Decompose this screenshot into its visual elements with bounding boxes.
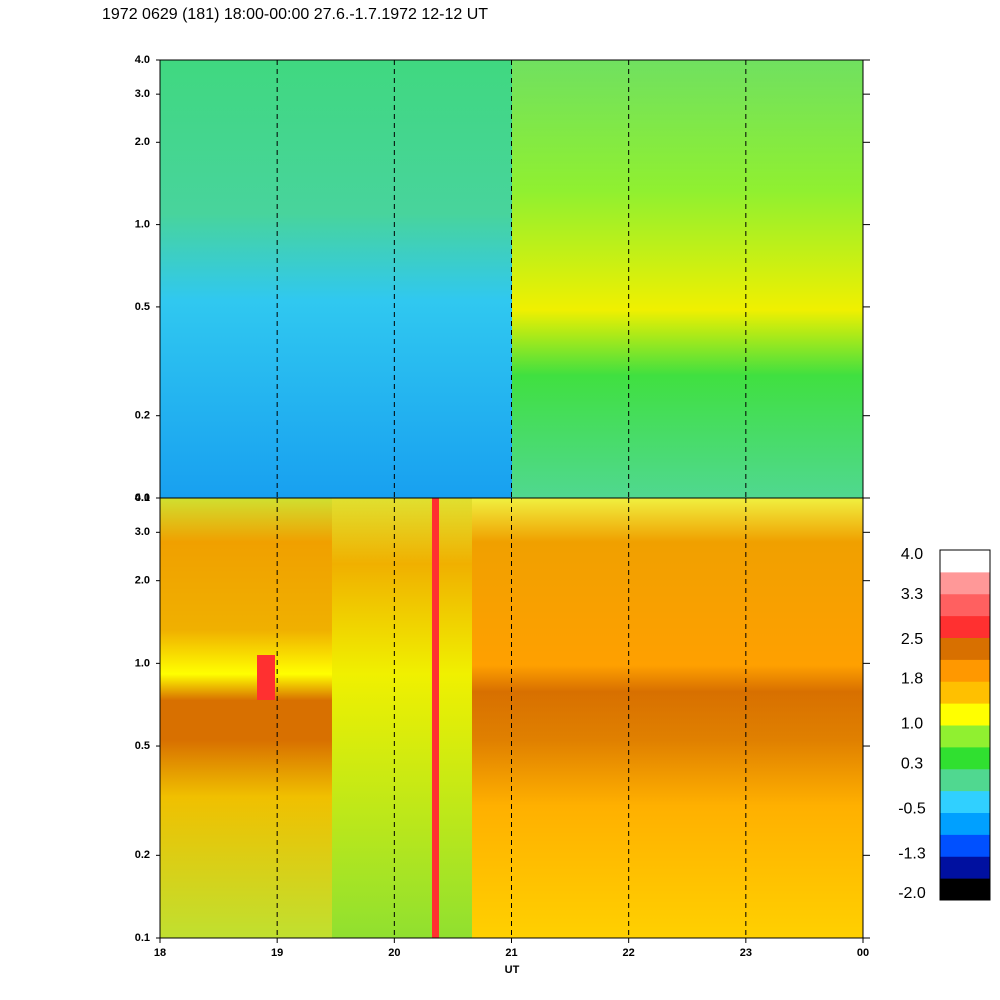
y-tick-label: 0.2 (135, 849, 150, 861)
y-tick-label: 0.5 (135, 301, 150, 313)
x-tick-label: 00 (857, 947, 869, 959)
colorbar-segment (940, 593, 990, 617)
colorbar-frame (939, 549, 991, 901)
x-tick-label: 18 (154, 947, 166, 959)
spectrogram-region (160, 60, 512, 498)
y-tick-label: 1.0 (135, 219, 150, 231)
colorbar-tick-label: -0.5 (898, 800, 926, 817)
spectrogram-region (332, 498, 472, 938)
x-tick-label: 20 (388, 947, 400, 959)
spectrogram-region (432, 498, 439, 938)
spectrogram-region (257, 655, 275, 700)
y-tick-label: 2.0 (135, 136, 150, 148)
colorbar-segment (940, 659, 990, 682)
colorbar-segment (940, 615, 990, 638)
y-tick-label: 0.2 (135, 410, 150, 422)
colorbar-segment (940, 834, 990, 857)
colorbar-segment (940, 812, 990, 835)
spectrogram-region (160, 498, 332, 938)
spectrogram-region (512, 60, 863, 498)
colorbar-tick-label: 3.3 (901, 586, 923, 603)
colorbar-segment (940, 571, 990, 595)
colorbar-segment (940, 681, 990, 704)
colorbar-tick-label: 2.5 (901, 631, 923, 648)
colorbar-segment (940, 790, 990, 813)
colorbar-segment (940, 703, 990, 726)
colorbar-segment (940, 746, 990, 770)
colorbar-segment (940, 550, 990, 573)
x-axis-label: UT (505, 964, 520, 976)
colorbar-tick-label: 4.0 (901, 546, 923, 563)
x-tick-label: 22 (623, 947, 635, 959)
y-tick-label: 0.1 (135, 492, 150, 504)
colorbar-tick-label: 0.3 (901, 755, 923, 772)
colorbar-segment (940, 856, 990, 879)
x-tick-label: 19 (271, 947, 283, 959)
y-tick-label: 3.0 (135, 526, 150, 538)
y-tick-label: 2.0 (135, 575, 150, 587)
x-tick-label: 21 (505, 947, 517, 959)
colorbar-tick-label: 1.8 (901, 671, 923, 688)
colorbar-segment (940, 637, 990, 660)
colorbar-segment (940, 878, 990, 901)
y-tick-label: 0.5 (135, 740, 150, 752)
colorbar-tick-label: -1.3 (898, 846, 926, 863)
x-tick-label: 23 (740, 947, 752, 959)
spectrogram-region (472, 498, 863, 938)
y-tick-label: 3.0 (135, 88, 150, 100)
y-tick-label: 1.0 (135, 657, 150, 669)
colorbar-segment (940, 768, 990, 792)
chart-title: 1972 0629 (181) 18:00-00:00 27.6.-1.7.19… (102, 6, 488, 23)
colorbar-segment (940, 725, 990, 748)
colorbar-tick-label: 1.0 (901, 716, 923, 733)
y-tick-label: 4.0 (135, 492, 150, 504)
y-tick-label: 0.1 (135, 932, 150, 944)
colorbar-tick-label: -2.0 (898, 885, 926, 902)
y-tick-label: 4.0 (135, 54, 150, 66)
